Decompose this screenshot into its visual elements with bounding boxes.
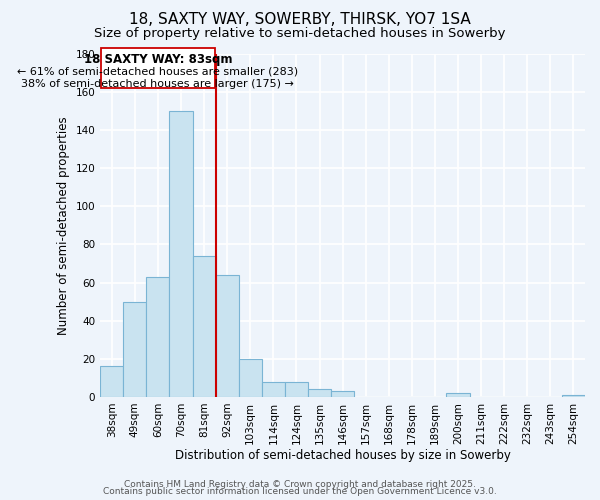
Bar (262, 382, 285, 397)
Text: ← 61% of semi-detached houses are smaller (283): ← 61% of semi-detached houses are smalle… (17, 66, 298, 76)
Bar (285, 382, 308, 397)
Text: 18, SAXTY WAY, SOWERBY, THIRSK, YO7 1SA: 18, SAXTY WAY, SOWERBY, THIRSK, YO7 1SA (129, 12, 471, 28)
Text: Size of property relative to semi-detached houses in Sowerby: Size of property relative to semi-detach… (94, 28, 506, 40)
X-axis label: Distribution of semi-detached houses by size in Sowerby: Distribution of semi-detached houses by … (175, 450, 511, 462)
Text: Contains public sector information licensed under the Open Government Licence v3: Contains public sector information licen… (103, 488, 497, 496)
Text: 38% of semi-detached houses are larger (175) →: 38% of semi-detached houses are larger (… (22, 78, 295, 88)
Text: 18 SAXTY WAY: 83sqm: 18 SAXTY WAY: 83sqm (83, 53, 232, 66)
Text: Contains HM Land Registry data © Crown copyright and database right 2025.: Contains HM Land Registry data © Crown c… (124, 480, 476, 489)
Bar (100, 366, 123, 397)
Bar (331, 391, 354, 397)
Bar (308, 390, 331, 397)
Bar (193, 256, 215, 397)
Bar (562, 395, 585, 397)
Y-axis label: Number of semi-detached properties: Number of semi-detached properties (57, 116, 70, 335)
Bar (446, 393, 470, 397)
Bar (239, 359, 262, 397)
Bar (146, 277, 169, 397)
FancyBboxPatch shape (101, 48, 215, 88)
Bar (215, 275, 239, 397)
Bar (123, 302, 146, 397)
Bar (169, 111, 193, 397)
